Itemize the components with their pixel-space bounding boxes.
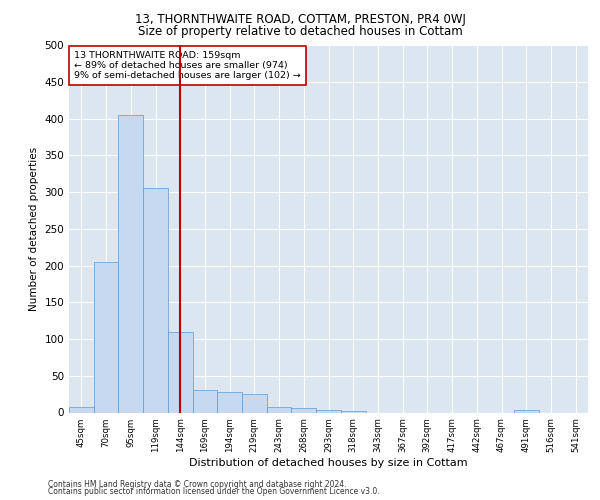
Bar [242, 394, 267, 412]
X-axis label: Distribution of detached houses by size in Cottam: Distribution of detached houses by size … [189, 458, 468, 468]
Text: Contains public sector information licensed under the Open Government Licence v3: Contains public sector information licen… [48, 487, 380, 496]
Bar [69, 406, 94, 412]
Bar [193, 390, 217, 412]
Text: 13, THORNTHWAITE ROAD, COTTAM, PRESTON, PR4 0WJ: 13, THORNTHWAITE ROAD, COTTAM, PRESTON, … [134, 12, 466, 26]
Bar [143, 188, 168, 412]
Text: Size of property relative to detached houses in Cottam: Size of property relative to detached ho… [137, 25, 463, 38]
Bar [316, 410, 341, 412]
Bar [217, 392, 242, 412]
Bar [514, 410, 539, 412]
Bar [341, 411, 365, 412]
Text: 13 THORNTHWAITE ROAD: 159sqm
← 89% of detached houses are smaller (974)
9% of se: 13 THORNTHWAITE ROAD: 159sqm ← 89% of de… [74, 50, 301, 80]
Bar [267, 406, 292, 412]
Bar [118, 115, 143, 412]
Bar [94, 262, 118, 412]
Text: Contains HM Land Registry data © Crown copyright and database right 2024.: Contains HM Land Registry data © Crown c… [48, 480, 347, 489]
Bar [292, 408, 316, 412]
Y-axis label: Number of detached properties: Number of detached properties [29, 146, 39, 311]
Bar [168, 332, 193, 412]
